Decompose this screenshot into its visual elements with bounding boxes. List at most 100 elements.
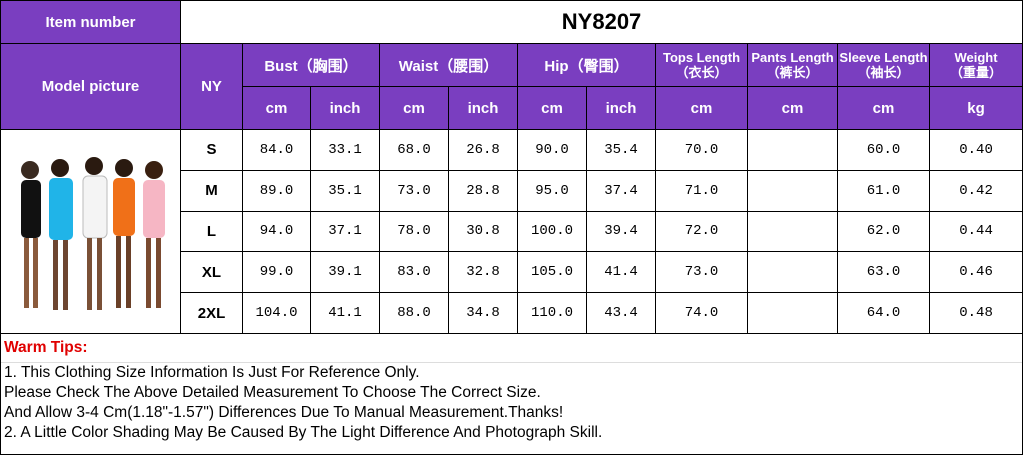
value-cell: 72.0 xyxy=(655,210,748,253)
item-value: NY8207 xyxy=(179,0,1024,44)
value-cell: 0.40 xyxy=(928,129,1024,171)
empty-cell xyxy=(747,292,838,334)
item-label: Item number xyxy=(0,0,181,44)
column-header: Model picture xyxy=(0,43,181,130)
model xyxy=(112,159,135,308)
model xyxy=(48,159,73,310)
value-cell: 84.0 xyxy=(242,129,311,171)
unit-header: kg xyxy=(928,86,1024,130)
value-cell: 61.0 xyxy=(837,169,930,212)
value-cell: 89.0 xyxy=(242,169,311,212)
value-cell: 73.0 xyxy=(655,251,748,294)
value-cell: 62.0 xyxy=(837,210,930,253)
column-row: Model picture NY Bust（胸围） Waist（腰围） Hip（臀围） T… xyxy=(0,43,1024,130)
size-table: Item number NY8207 Model picture NY Bust（胸围）… xyxy=(0,0,1024,334)
column-header: Sleeve Length （袖长） xyxy=(837,43,930,87)
unit-header: inch xyxy=(310,86,380,130)
model xyxy=(20,161,41,308)
column-sub: （袖长） xyxy=(857,65,910,80)
value-cell: 41.4 xyxy=(586,251,656,294)
value-cell: 64.0 xyxy=(837,292,930,334)
size-label: XL xyxy=(180,251,243,294)
column-header: NY xyxy=(180,43,243,130)
column-name: Tops Length xyxy=(662,50,741,65)
model-cell xyxy=(0,129,181,334)
model xyxy=(142,161,165,308)
value-cell: 60.0 xyxy=(837,129,930,171)
size-row: XL 99.0 39.1 83.0 32.8 105.0 41.4 73.0 63.0 0.46 xyxy=(1,251,1024,294)
value-cell: 0.48 xyxy=(928,292,1024,334)
value-cell: 100.0 xyxy=(517,210,587,253)
value-cell: 71.0 xyxy=(655,169,748,212)
unit-row: cm inch cm inch cm inch cm cm cm kg xyxy=(1,86,1024,130)
unit-header: inch xyxy=(448,86,518,130)
value-cell: 0.42 xyxy=(928,169,1024,212)
value-cell: 37.4 xyxy=(586,169,656,212)
value-cell: 35.4 xyxy=(586,129,656,171)
value-cell: 110.0 xyxy=(517,292,587,334)
value-cell: 95.0 xyxy=(517,169,587,212)
column-name: Pants Length xyxy=(751,50,834,65)
unit-header: cm xyxy=(837,86,930,130)
column-header: Bust（胸围） xyxy=(242,43,380,87)
unit-header: cm xyxy=(379,86,449,130)
value-cell: 35.1 xyxy=(310,169,380,212)
value-cell: 0.46 xyxy=(928,251,1024,294)
column-sub: （重量） xyxy=(950,65,1003,80)
unit-header: cm xyxy=(747,86,838,130)
empty-cell xyxy=(747,169,838,212)
tip-line: 1. This Clothing Size Information Is Jus… xyxy=(4,364,420,381)
value-cell: 74.0 xyxy=(655,292,748,334)
value-cell: 33.1 xyxy=(310,129,380,171)
unit-header: inch xyxy=(586,86,656,130)
value-cell: 94.0 xyxy=(242,210,311,253)
value-cell: 70.0 xyxy=(655,129,748,171)
size-row: 2XL 104.0 41.1 88.0 34.8 110.0 43.4 74.0 64.0 0.4… xyxy=(1,292,1024,334)
unit-header: cm xyxy=(242,86,311,130)
value-cell: 78.0 xyxy=(379,210,449,253)
header-row: Item number NY8207 xyxy=(0,0,1024,44)
value-cell: 43.4 xyxy=(586,292,656,334)
size-label: L xyxy=(180,210,243,253)
value-cell: 88.0 xyxy=(379,292,449,334)
column-name: Sleeve Length xyxy=(839,50,928,65)
value-cell: 90.0 xyxy=(517,129,587,171)
column-header: Weight （重量） xyxy=(928,43,1024,87)
size-label: 2XL xyxy=(180,292,243,334)
unit-header: cm xyxy=(517,86,587,130)
size-label: M xyxy=(180,169,243,212)
column-header: Tops Length （衣长） xyxy=(655,43,748,87)
value-cell: 37.1 xyxy=(310,210,380,253)
value-cell: 32.8 xyxy=(448,251,518,294)
value-cell: 39.1 xyxy=(310,251,380,294)
column-header: Hip（臀围） xyxy=(517,43,656,87)
value-cell: 63.0 xyxy=(837,251,930,294)
value-cell: 39.4 xyxy=(586,210,656,253)
column-sub: （裤长） xyxy=(766,65,819,80)
value-cell: 34.8 xyxy=(448,292,518,334)
value-cell: 0.44 xyxy=(928,210,1024,253)
value-cell: 99.0 xyxy=(242,251,311,294)
value-cell: 83.0 xyxy=(379,251,449,294)
size-label: S xyxy=(180,129,243,171)
column-header: Waist（腰围） xyxy=(379,43,518,87)
tips-title: Warm Tips: xyxy=(1,334,1022,363)
model-picture xyxy=(20,157,165,310)
value-cell: 73.0 xyxy=(379,169,449,212)
column-sub: （衣长） xyxy=(675,65,728,80)
empty-cell xyxy=(747,129,838,171)
unit-header: cm xyxy=(655,86,748,130)
value-cell: 30.8 xyxy=(448,210,518,253)
value-cell: 28.8 xyxy=(448,169,518,212)
empty-cell xyxy=(747,210,838,253)
size-row: S 84.0 33.1 68.0 26.8 90.0 35.4 70.0 60.0 0.40 xyxy=(0,129,1024,334)
empty-cell xyxy=(747,251,838,294)
value-cell: 68.0 xyxy=(379,129,449,171)
size-row: M 89.0 35.1 73.0 28.8 95.0 37.4 71.0 61.0 0.42 xyxy=(1,169,1024,212)
column-header: Pants Length （裤长） xyxy=(747,43,838,87)
tips: Warm Tips: 1. This Clothing Size Informa… xyxy=(0,334,1023,455)
tip-line: 2. A Little Color Shading May Be Caused … xyxy=(4,424,603,441)
tip-line: Please Check The Above Detailed Measurem… xyxy=(4,384,541,401)
value-cell: 104.0 xyxy=(242,292,311,334)
